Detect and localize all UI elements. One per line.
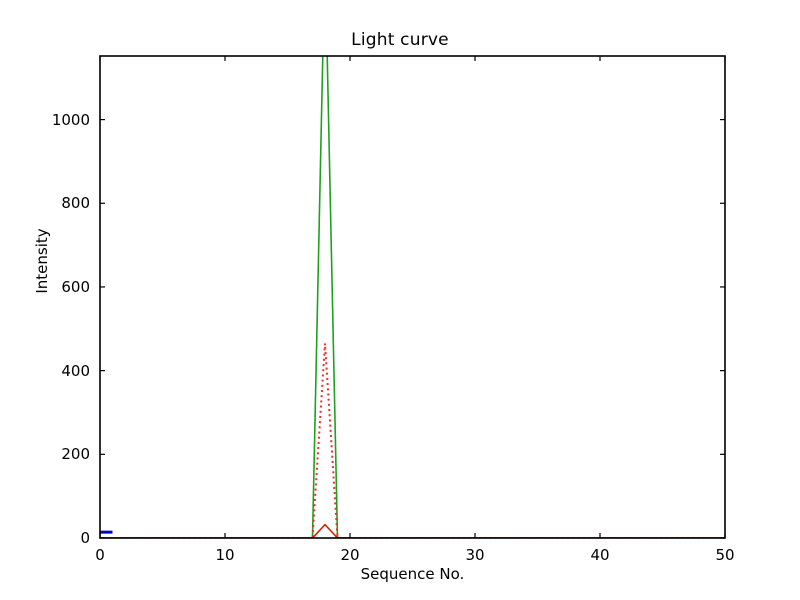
y-tick-label: 200 [61, 445, 90, 464]
chart-title: Light curve [351, 30, 449, 50]
y-tick-label: 800 [61, 194, 90, 213]
axis-ticks [99, 56, 726, 539]
series-layer [100, 56, 725, 538]
y-tick-label: 0 [80, 529, 90, 547]
y-tick-label: 600 [61, 277, 90, 296]
x-tick-label: 20 [340, 546, 360, 564]
x-tick-label: 50 [715, 546, 735, 564]
y-tick-label: 1000 [51, 110, 90, 129]
x-axis-label: Sequence No. [360, 565, 465, 583]
y-tick-label: 400 [61, 361, 90, 380]
x-tick-label: 10 [215, 546, 235, 564]
series-green-solid-spike [100, 56, 725, 538]
x-tick-label: 40 [590, 546, 610, 564]
axes-frame [99, 55, 726, 539]
series-red-solid-baseline [100, 523, 725, 538]
x-tick-label: 30 [465, 546, 485, 564]
x-tick-label: 0 [95, 546, 105, 564]
series-red-dotted-curve [100, 343, 725, 538]
